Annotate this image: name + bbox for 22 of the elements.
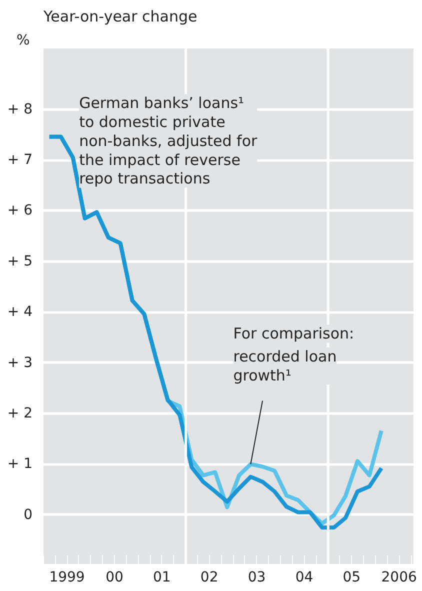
annotation: recorded loan growth¹: [233, 348, 337, 384]
x-tick-label: 03: [248, 570, 266, 586]
y-tick-label: + 8: [7, 101, 33, 118]
chart-title: Year-on-year change: [42, 8, 198, 26]
x-tick-label: 04: [295, 570, 314, 586]
x-tick-label: 05: [342, 570, 361, 586]
x-tick-label: 2006: [381, 570, 417, 586]
y-tick-label: + 4: [7, 304, 33, 320]
x-tick-label: 02: [200, 570, 218, 586]
x-tick-label: 00: [106, 570, 124, 586]
y-tick-label: 0: [24, 506, 33, 523]
annotation: For comparison:: [233, 324, 354, 343]
y-tick-label: + 7: [7, 152, 33, 168]
y-tick-label: + 1: [7, 456, 33, 472]
x-tick-label: 01: [152, 570, 171, 586]
y-tick-label: + 2: [7, 405, 33, 422]
y-tick-label: + 6: [7, 202, 33, 219]
annotation: German banks’ loans¹ to domestic private non-banks, adjusted for the impact of reverse repo transactions: [79, 94, 258, 188]
y-tick-label: + 5: [7, 253, 33, 270]
y-tick-label: + 3: [7, 354, 33, 371]
x-tick-label: 1999: [49, 570, 85, 586]
y-axis-title: %: [16, 32, 30, 48]
